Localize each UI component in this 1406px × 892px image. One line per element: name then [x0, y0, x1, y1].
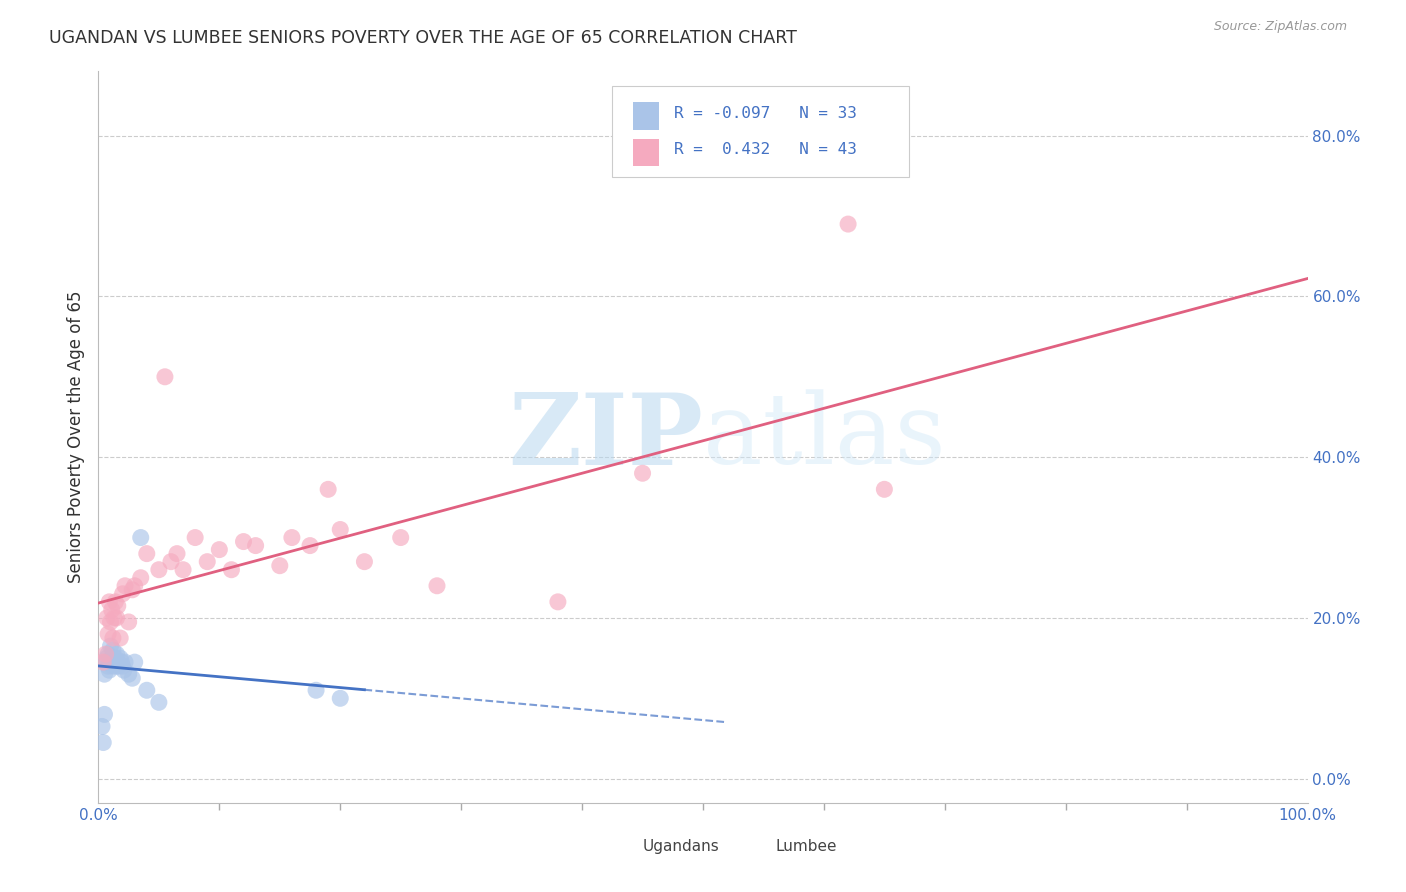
Point — [97, 627, 120, 641]
Point — [94, 647, 117, 661]
Point — [101, 631, 124, 645]
Point — [98, 663, 121, 677]
FancyBboxPatch shape — [613, 86, 908, 178]
Point — [96, 651, 118, 665]
Point — [118, 615, 141, 629]
Point — [105, 647, 128, 661]
Point — [100, 615, 122, 629]
Point — [108, 651, 131, 665]
Text: UGANDAN VS LUMBEE SENIORS POVERTY OVER THE AGE OF 65 CORRELATION CHART: UGANDAN VS LUMBEE SENIORS POVERTY OVER T… — [49, 29, 797, 46]
Point — [281, 531, 304, 545]
Point — [184, 531, 207, 545]
Point — [104, 595, 127, 609]
Text: Ugandans: Ugandans — [643, 839, 720, 855]
FancyBboxPatch shape — [633, 102, 659, 130]
Point — [160, 555, 183, 569]
Text: atlas: atlas — [703, 389, 946, 485]
FancyBboxPatch shape — [606, 836, 633, 858]
Point — [121, 582, 143, 597]
Point — [208, 542, 231, 557]
Point — [98, 595, 121, 609]
Point — [91, 655, 114, 669]
Point — [112, 663, 135, 677]
Point — [96, 611, 118, 625]
Point — [108, 659, 131, 673]
Text: Lumbee: Lumbee — [776, 839, 837, 855]
Point — [103, 655, 125, 669]
Point — [299, 539, 322, 553]
Point — [129, 531, 152, 545]
Point — [121, 671, 143, 685]
FancyBboxPatch shape — [633, 138, 659, 167]
Point — [221, 563, 243, 577]
Point — [426, 579, 449, 593]
Point — [97, 659, 120, 673]
Point — [101, 659, 124, 673]
Point — [329, 691, 352, 706]
Point — [129, 571, 152, 585]
Point — [269, 558, 291, 573]
Point — [547, 595, 569, 609]
Point — [135, 547, 157, 561]
Point — [124, 579, 146, 593]
Point — [94, 655, 117, 669]
Point — [97, 647, 120, 661]
Point — [93, 667, 115, 681]
Point — [103, 611, 125, 625]
Point — [195, 555, 218, 569]
Point — [232, 534, 254, 549]
Point — [100, 655, 122, 669]
Point — [124, 655, 146, 669]
Point — [105, 611, 128, 625]
Point — [91, 719, 114, 733]
Point — [110, 655, 132, 669]
Point — [107, 599, 129, 613]
Text: R =  0.432   N = 43: R = 0.432 N = 43 — [673, 142, 856, 157]
Point — [100, 603, 122, 617]
Point — [166, 547, 188, 561]
Point — [837, 217, 859, 231]
Point — [389, 531, 412, 545]
Point — [118, 667, 141, 681]
Point — [316, 483, 339, 497]
Point — [135, 683, 157, 698]
Point — [148, 695, 170, 709]
Point — [107, 655, 129, 669]
Point — [153, 369, 176, 384]
Point — [114, 655, 136, 669]
Point — [101, 643, 124, 657]
Point — [305, 683, 328, 698]
Text: R = -0.097   N = 33: R = -0.097 N = 33 — [673, 105, 856, 120]
Point — [93, 707, 115, 722]
Text: Source: ZipAtlas.com: Source: ZipAtlas.com — [1213, 20, 1347, 33]
Point — [114, 579, 136, 593]
Text: ZIP: ZIP — [508, 389, 703, 485]
Point — [100, 651, 122, 665]
FancyBboxPatch shape — [740, 836, 766, 858]
Point — [245, 539, 267, 553]
Point — [104, 651, 127, 665]
Point — [148, 563, 170, 577]
Point — [108, 631, 131, 645]
Point — [329, 523, 352, 537]
Point — [105, 659, 128, 673]
Point — [111, 659, 134, 673]
Point — [100, 639, 122, 653]
Point — [873, 483, 896, 497]
Point — [631, 467, 654, 481]
Point — [111, 587, 134, 601]
Point — [172, 563, 194, 577]
Point — [353, 555, 375, 569]
Y-axis label: Seniors Poverty Over the Age of 65: Seniors Poverty Over the Age of 65 — [66, 291, 84, 583]
Point — [91, 735, 114, 749]
